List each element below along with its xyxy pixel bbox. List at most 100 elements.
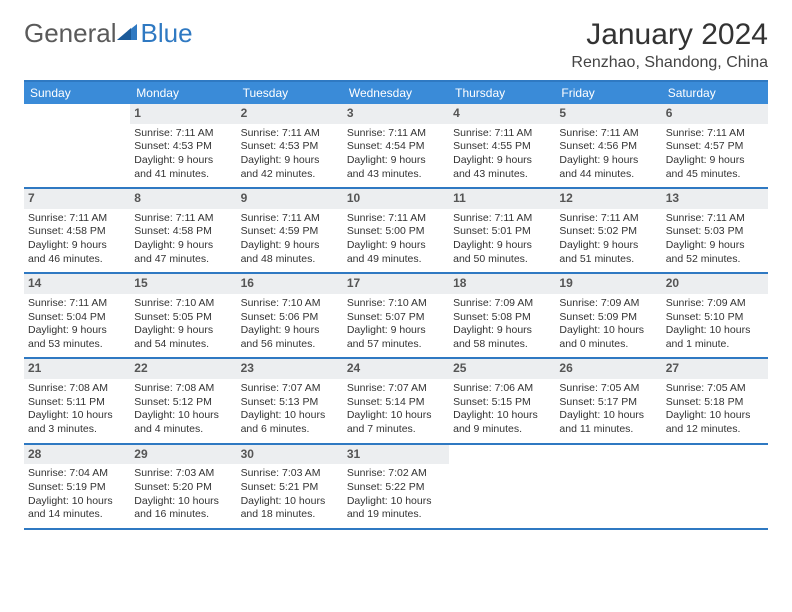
calendar-day: 10Sunrise: 7:11 AMSunset: 5:00 PMDayligh… <box>343 189 449 272</box>
calendar-day: 20Sunrise: 7:09 AMSunset: 5:10 PMDayligh… <box>662 274 768 357</box>
calendar-day: 7Sunrise: 7:11 AMSunset: 4:58 PMDaylight… <box>24 189 130 272</box>
calendar-day: 3Sunrise: 7:11 AMSunset: 4:54 PMDaylight… <box>343 104 449 187</box>
day-number: 3 <box>343 104 449 124</box>
sunset-text: Sunset: 4:59 PM <box>241 225 339 239</box>
daylight-text: Daylight: 9 hours <box>241 324 339 338</box>
dow-cell: Sunday <box>24 82 130 104</box>
daylight-text: Daylight: 10 hours <box>559 409 657 423</box>
sunrise-text: Sunrise: 7:06 AM <box>453 382 551 396</box>
sunset-text: Sunset: 4:57 PM <box>666 140 764 154</box>
daylight-text: Daylight: 10 hours <box>666 409 764 423</box>
daylight-text: Daylight: 9 hours <box>241 239 339 253</box>
calendar-day <box>24 104 130 187</box>
sunrise-text: Sunrise: 7:11 AM <box>241 212 339 226</box>
daylight-text: and 50 minutes. <box>453 253 551 267</box>
calendar-day: 12Sunrise: 7:11 AMSunset: 5:02 PMDayligh… <box>555 189 661 272</box>
sunset-text: Sunset: 5:11 PM <box>28 396 126 410</box>
calendar-day: 28Sunrise: 7:04 AMSunset: 5:19 PMDayligh… <box>24 445 130 528</box>
day-number: 17 <box>343 274 449 294</box>
sunrise-text: Sunrise: 7:05 AM <box>666 382 764 396</box>
sunset-text: Sunset: 5:15 PM <box>453 396 551 410</box>
sunrise-text: Sunrise: 7:11 AM <box>28 297 126 311</box>
day-number: 30 <box>237 445 343 465</box>
daylight-text: Daylight: 9 hours <box>559 239 657 253</box>
daylight-text: Daylight: 9 hours <box>134 239 232 253</box>
daylight-text: Daylight: 9 hours <box>453 239 551 253</box>
daylight-text: Daylight: 9 hours <box>453 154 551 168</box>
dow-cell: Tuesday <box>237 82 343 104</box>
sunset-text: Sunset: 5:21 PM <box>241 481 339 495</box>
daylight-text: and 43 minutes. <box>453 168 551 182</box>
location: Renzhao, Shandong, China <box>571 54 768 72</box>
sunset-text: Sunset: 5:14 PM <box>347 396 445 410</box>
sunrise-text: Sunrise: 7:11 AM <box>666 212 764 226</box>
day-number: 27 <box>662 359 768 379</box>
sunrise-text: Sunrise: 7:11 AM <box>453 127 551 141</box>
calendar-week: 14Sunrise: 7:11 AMSunset: 5:04 PMDayligh… <box>24 274 768 359</box>
day-number: 18 <box>449 274 555 294</box>
daylight-text: and 49 minutes. <box>347 253 445 267</box>
sunrise-text: Sunrise: 7:08 AM <box>134 382 232 396</box>
calendar-day: 17Sunrise: 7:10 AMSunset: 5:07 PMDayligh… <box>343 274 449 357</box>
sunrise-text: Sunrise: 7:05 AM <box>559 382 657 396</box>
daylight-text: Daylight: 10 hours <box>241 495 339 509</box>
calendar-day: 11Sunrise: 7:11 AMSunset: 5:01 PMDayligh… <box>449 189 555 272</box>
day-number: 23 <box>237 359 343 379</box>
sunrise-text: Sunrise: 7:10 AM <box>241 297 339 311</box>
daylight-text: Daylight: 10 hours <box>134 409 232 423</box>
daylight-text: Daylight: 10 hours <box>347 495 445 509</box>
day-number: 15 <box>130 274 236 294</box>
day-number: 2 <box>237 104 343 124</box>
logo-text-blue: Blue <box>141 18 193 49</box>
calendar-day: 24Sunrise: 7:07 AMSunset: 5:14 PMDayligh… <box>343 359 449 442</box>
calendar-week: 7Sunrise: 7:11 AMSunset: 4:58 PMDaylight… <box>24 189 768 274</box>
calendar-week: 28 Sunrise: 7:04 AMSunset: 5:19 PM Dayligh… <box>24 445 768 530</box>
sunrise-text: Sunrise: 7:09 AM <box>559 297 657 311</box>
daylight-text: Daylight: 9 hours <box>666 239 764 253</box>
day-number: 22 <box>130 359 236 379</box>
sunrise-text: Sunrise: 7:08 AM <box>28 382 126 396</box>
day-number: 11 <box>449 189 555 209</box>
sunset-text: Sunset: 5:17 PM <box>559 396 657 410</box>
daylight-text: Daylight: 10 hours <box>241 409 339 423</box>
daylight-text: and 1 minute. <box>666 338 764 352</box>
daylight-text: and 18 minutes. <box>241 508 339 522</box>
sunset-text: Sunset: 5:18 PM <box>666 396 764 410</box>
calendar-day: 9Sunrise: 7:11 AMSunset: 4:59 PMDaylight… <box>237 189 343 272</box>
sunrise-text: Sunrise: 7:11 AM <box>559 127 657 141</box>
sunrise-text: Sunrise: 7:04 AM <box>28 467 126 481</box>
daylight-text: and 0 minutes. <box>559 338 657 352</box>
sunset-text: Sunset: 5:13 PM <box>241 396 339 410</box>
daylight-text: Daylight: 10 hours <box>453 409 551 423</box>
sunset-text: Sunset: 5:02 PM <box>559 225 657 239</box>
calendar-day: 2Sunrise: 7:11 AMSunset: 4:53 PMDaylight… <box>237 104 343 187</box>
calendar-day: 1Sunrise: 7:11 AMSunset: 4:53 PMDaylight… <box>130 104 236 187</box>
day-number: 7 <box>24 189 130 209</box>
daylight-text: Daylight: 9 hours <box>241 154 339 168</box>
day-number: 16 <box>237 274 343 294</box>
day-number: 28 <box>24 445 130 465</box>
dow-header: Sunday Monday Tuesday Wednesday Thursday… <box>24 82 768 104</box>
sunrise-text: Sunrise: 7:09 AM <box>666 297 764 311</box>
calendar-day: 31Sunrise: 7:02 AMSunset: 5:22 PMDayligh… <box>343 445 449 528</box>
sunset-text: Sunset: 5:19 PM <box>28 481 126 495</box>
daylight-text: and 58 minutes. <box>453 338 551 352</box>
sunrise-text: Sunrise: 7:11 AM <box>666 127 764 141</box>
daylight-text: and 44 minutes. <box>559 168 657 182</box>
sunrise-text: Sunrise: 7:10 AM <box>347 297 445 311</box>
sunrise-text: Sunrise: 7:09 AM <box>453 297 551 311</box>
calendar-day: 4Sunrise: 7:11 AMSunset: 4:55 PMDaylight… <box>449 104 555 187</box>
sunset-text: Sunset: 5:05 PM <box>134 311 232 325</box>
day-number: 24 <box>343 359 449 379</box>
sunrise-text: Sunrise: 7:11 AM <box>559 212 657 226</box>
logo: General Blue <box>24 18 193 49</box>
sunrise-text: Sunrise: 7:11 AM <box>347 212 445 226</box>
daylight-text: Daylight: 10 hours <box>559 324 657 338</box>
day-number: 21 <box>24 359 130 379</box>
calendar-day: 18Sunrise: 7:09 AMSunset: 5:08 PMDayligh… <box>449 274 555 357</box>
daylight-text: and 56 minutes. <box>241 338 339 352</box>
daylight-text: and 11 minutes. <box>559 423 657 437</box>
sunrise-text: Sunrise: 7:03 AM <box>241 467 339 481</box>
logo-text-general: General <box>24 18 117 49</box>
daylight-text: and 14 minutes. <box>28 508 126 522</box>
